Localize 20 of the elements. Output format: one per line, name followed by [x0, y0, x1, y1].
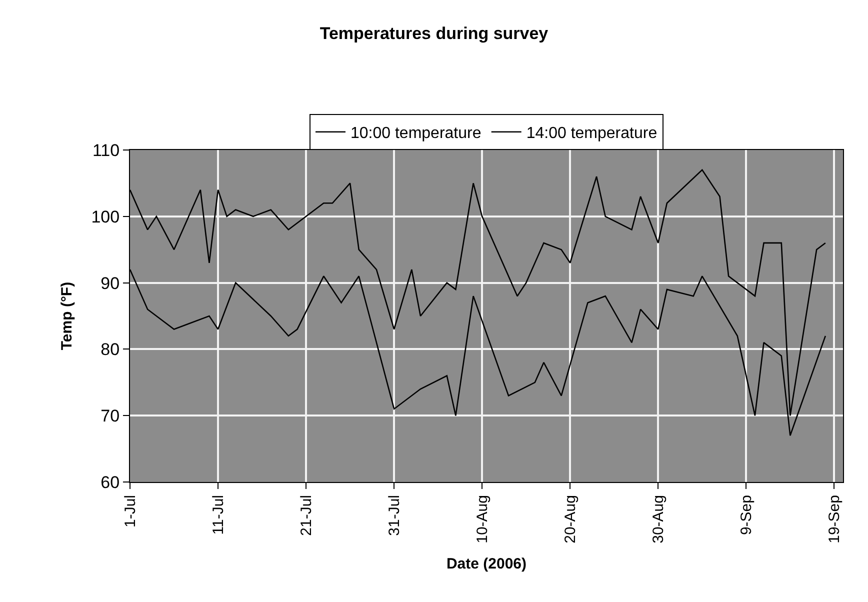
x-tick-label: 31-Jul — [386, 495, 403, 536]
y-tick-label: 60 — [100, 472, 120, 492]
y-tick-label: 70 — [100, 406, 120, 426]
y-axis-title: Temp (°F) — [58, 282, 76, 350]
x-tick-label: 20-Aug — [562, 495, 579, 544]
x-tick-label: 30-Aug — [650, 495, 668, 544]
x-tick-label: 1-Jul — [122, 495, 139, 528]
x-tick-label: 11-Jul — [210, 495, 227, 535]
x-tick-label: 10-Aug — [474, 495, 491, 544]
x-tick-label: 9-Sep — [738, 495, 756, 536]
y-tick-label: 100 — [91, 207, 120, 226]
legend-label: 14:00 temperature — [526, 125, 658, 142]
x-tick-label: 19-Sep — [826, 495, 844, 544]
y-tick-label: 90 — [100, 274, 120, 293]
x-tick-label: 21-Jul — [298, 495, 315, 536]
y-tick-label: 80 — [100, 340, 120, 360]
legend-label: 10:00 temperature — [350, 125, 482, 142]
chart-title: Temperatures during survey — [320, 24, 549, 43]
y-tick-label: 110 — [92, 140, 120, 160]
x-axis-title: Date (2006) — [446, 555, 527, 572]
